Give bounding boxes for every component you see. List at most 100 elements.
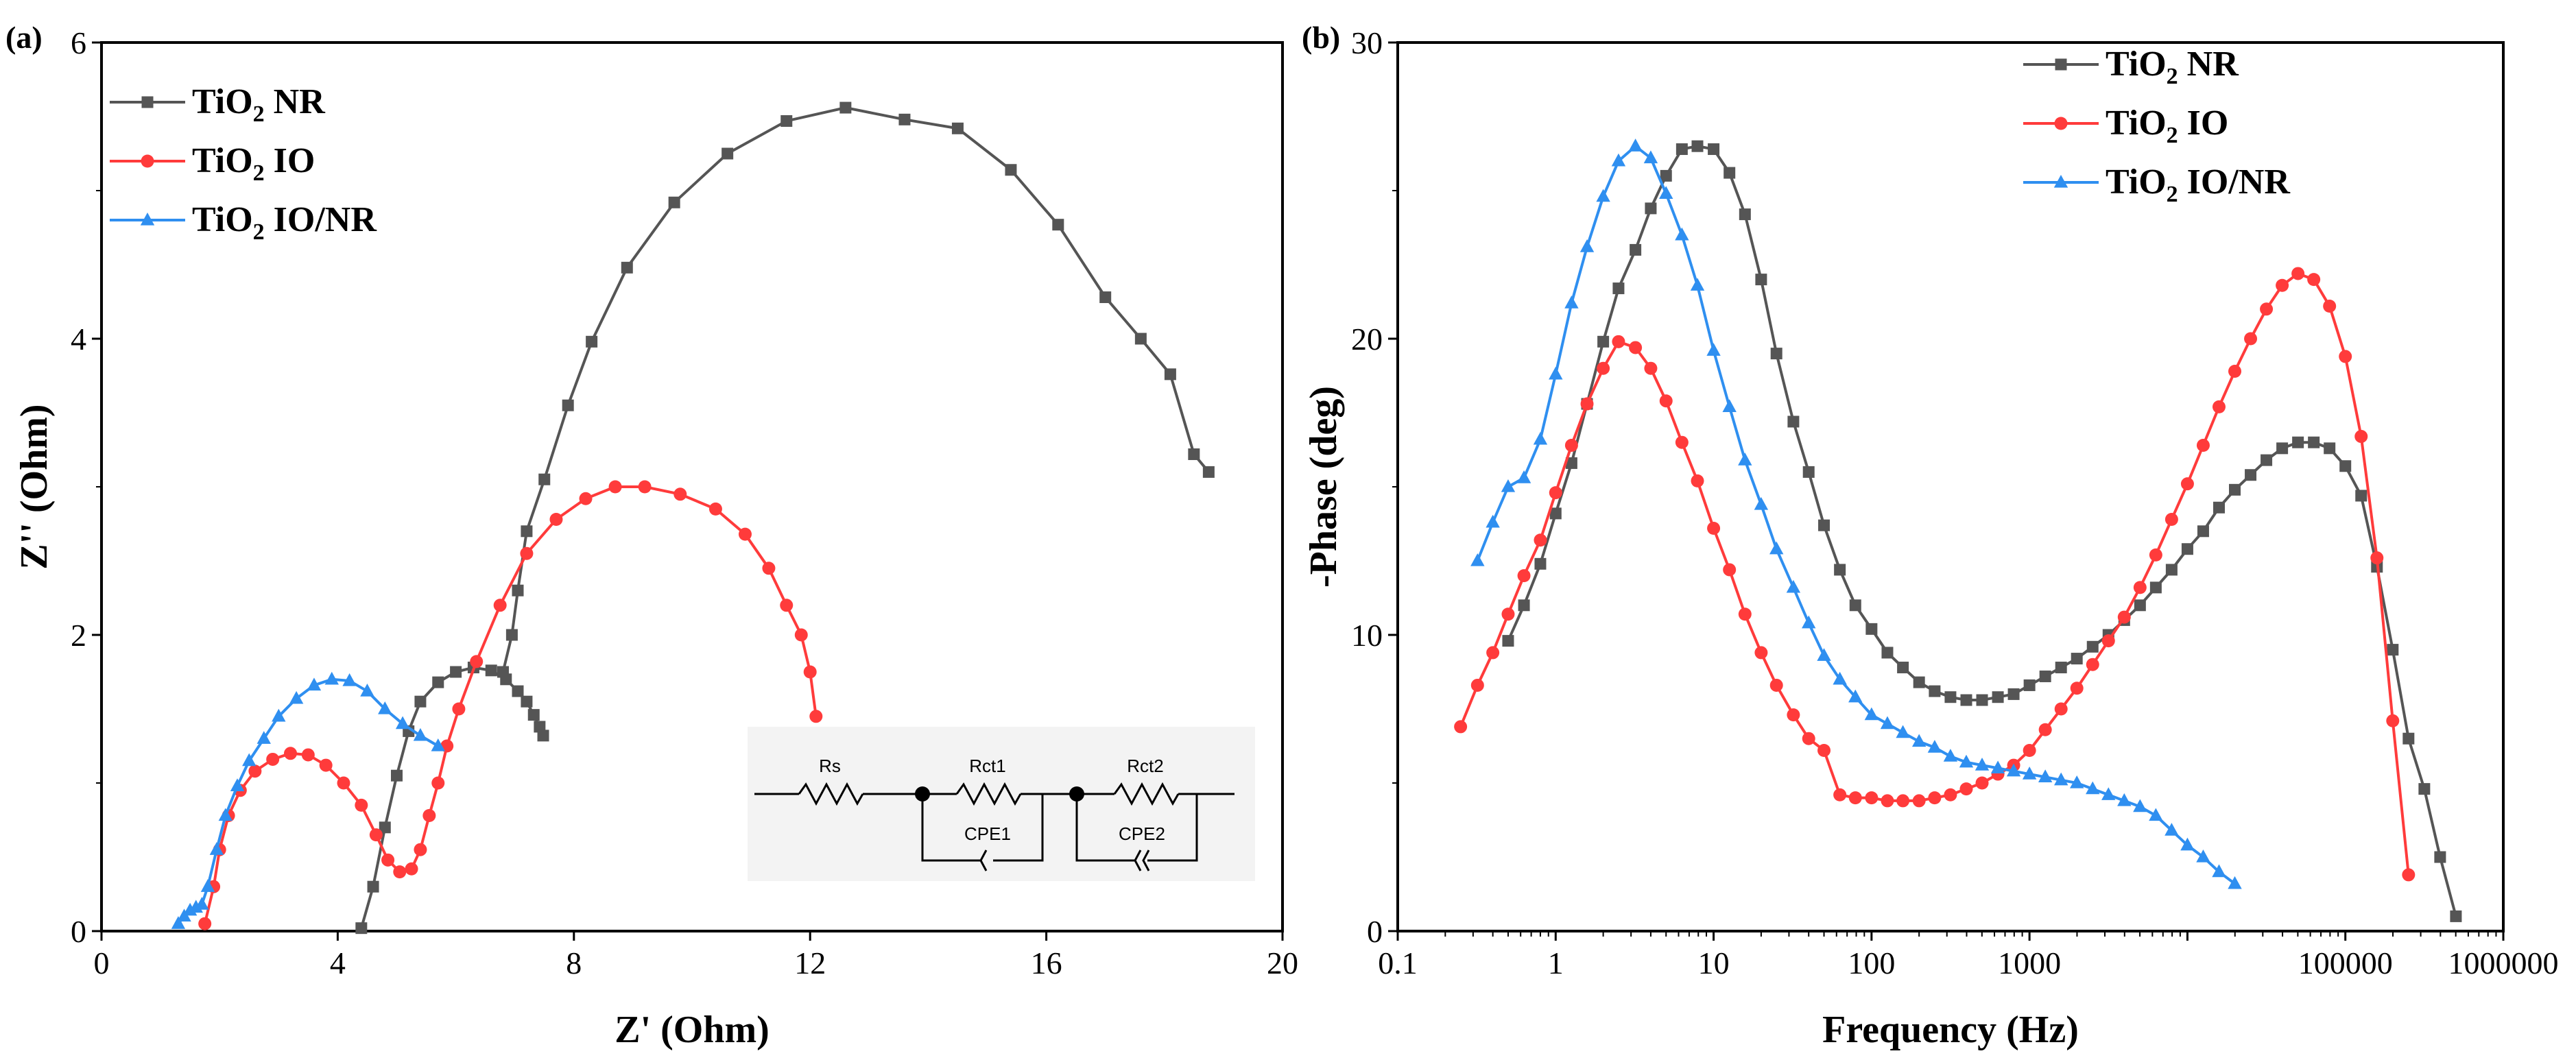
data-point [521, 695, 533, 708]
data-point [1502, 635, 1514, 647]
data-point [452, 702, 466, 716]
data-point [431, 776, 445, 790]
data-point [1724, 167, 1736, 179]
data-point [1739, 208, 1751, 221]
data-point [1134, 333, 1147, 345]
data-point [395, 716, 410, 730]
data-point [450, 666, 462, 678]
data-point [1516, 470, 1531, 483]
x-tick-label: 4 [330, 945, 346, 980]
data-point [1005, 164, 1017, 176]
data-point [355, 922, 368, 935]
data-point [342, 673, 357, 686]
cpe1-branch [921, 794, 981, 862]
data-point [1597, 361, 1610, 375]
data-point [780, 115, 793, 127]
data-point [1833, 671, 1847, 685]
data-point [549, 513, 563, 527]
data-point [1975, 776, 1989, 790]
data-point [2324, 442, 2336, 455]
data-point [209, 842, 224, 855]
data-point [2086, 658, 2099, 671]
legend-label-rest: IO [265, 141, 315, 180]
data-point [1675, 435, 1689, 449]
data-point [521, 525, 533, 538]
y-tick-label: 10 [1351, 618, 1383, 653]
x-tick-label: 100 [1848, 945, 1895, 980]
data-point [2086, 781, 2100, 795]
data-point [1787, 708, 1800, 722]
data-point [378, 701, 392, 714]
data-point [512, 584, 524, 597]
y-tick-label: 4 [71, 322, 86, 357]
data-point [2402, 732, 2415, 745]
data-point [360, 684, 374, 697]
data-point [2022, 766, 2037, 780]
data-point [2038, 769, 2053, 783]
data-point [1959, 754, 1974, 768]
data-point [1612, 282, 1625, 295]
data-point [2164, 823, 2179, 836]
legend-label-rest: IO/NR [2178, 162, 2291, 202]
data-point [1454, 720, 1468, 734]
data-point [2101, 634, 2115, 648]
data-point [1881, 794, 1894, 808]
data-point [1881, 647, 1894, 659]
data-point [1645, 202, 1657, 215]
data-point [2149, 808, 2163, 821]
data-point [2070, 775, 2084, 788]
data-point [1802, 466, 1815, 478]
data-point [2245, 469, 2257, 481]
data-point [1660, 169, 1672, 182]
data-point [2261, 454, 2273, 466]
data-point [2181, 543, 2193, 555]
data-point [379, 821, 391, 834]
data-point [2164, 513, 2178, 527]
data-point [2387, 644, 2399, 656]
data-point [2450, 910, 2462, 922]
data-point [520, 546, 534, 560]
data-point [1848, 689, 1863, 703]
data-point [2339, 350, 2352, 363]
data-point [1944, 788, 1957, 802]
data-point [1929, 685, 1941, 697]
legend-label-main: TiO [2106, 104, 2167, 143]
data-point [1849, 599, 1861, 612]
data-point [2307, 273, 2321, 287]
data-point [2197, 525, 2209, 538]
data-point [2196, 439, 2210, 453]
legend-label-rest: NR [2178, 45, 2240, 84]
legend-label: TiO2 IO/NR [192, 200, 377, 245]
data-point [2339, 460, 2352, 472]
data-point [195, 897, 209, 910]
legend-marker [141, 154, 154, 168]
data-point [668, 196, 680, 208]
data-point [638, 480, 652, 494]
data-point [319, 758, 333, 772]
data-point [1706, 343, 1721, 356]
series-tio2-io-nr [1470, 138, 2242, 889]
legend-label-main: TiO [192, 200, 253, 239]
legend-label-main: TiO [2106, 162, 2167, 202]
data-point [2038, 723, 2052, 736]
data-point [1597, 335, 1610, 348]
data-point [1533, 431, 1548, 445]
data-point [586, 335, 598, 348]
data-point [1470, 678, 1484, 692]
data-point [1501, 479, 1516, 492]
rct2-resistor [1113, 782, 1180, 806]
data-point [579, 492, 593, 505]
data-point [218, 808, 233, 821]
data-point [1612, 335, 1625, 348]
data-point [1691, 474, 1704, 487]
data-point [2055, 662, 2067, 674]
legend-item: TiO2 NR [2023, 45, 2239, 89]
data-point [355, 798, 368, 812]
data-point [393, 865, 407, 879]
data-point [1486, 514, 1500, 528]
data-point [1565, 457, 1577, 469]
data-point [1659, 186, 1673, 199]
data-point [2117, 793, 2132, 806]
data-point [2117, 610, 2131, 624]
